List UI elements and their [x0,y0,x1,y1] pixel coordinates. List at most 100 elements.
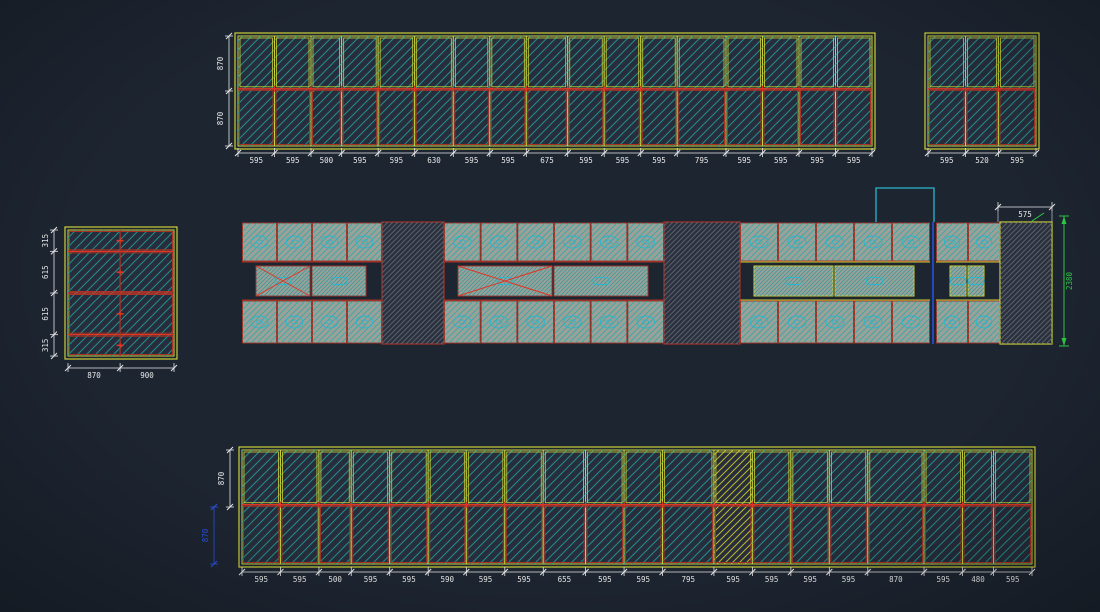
bottom-elevation: 595 595 500 595 595 590 595 595 655 595 595 795 595 5… [201,446,1036,584]
rect-shape [968,301,1000,343]
rect-shape [963,505,993,563]
dim-label: 795 [695,156,709,165]
rect-shape [605,89,640,146]
rect-shape [416,37,452,88]
rect-shape [467,505,504,563]
rect-shape [234,32,876,150]
rect-shape [311,36,342,146]
ellipse-shape [948,239,956,245]
dim-label: 595 [803,575,817,584]
line-shape [315,568,323,576]
line-shape [347,568,355,576]
line-shape [759,149,766,157]
rect-shape [753,505,790,563]
rect-shape [869,451,923,504]
ellipse-shape [526,315,545,329]
rect-shape [752,450,791,564]
ellipse-shape [642,319,650,325]
ellipse-shape [636,235,655,249]
rect-shape [428,450,467,564]
rect-shape [444,301,481,343]
rect-shape [790,450,830,564]
rect-shape [625,505,662,563]
line-shape [170,364,178,372]
dim-label: 595 [402,575,416,584]
rect-shape [454,37,489,88]
rect-shape [318,450,352,564]
dim-label: 595 [1006,575,1020,584]
line-shape [637,149,645,157]
rect-shape [276,37,310,88]
top-right-elevation: 595 520 595 [924,32,1040,165]
rect-shape [352,451,389,504]
ellipse-shape [599,235,619,249]
rect-shape [277,223,312,261]
line-shape [749,568,756,576]
dim-label: 595 [579,156,593,165]
line-shape [539,568,547,576]
rect-shape [490,89,526,146]
line-shape [990,568,997,576]
rect-shape [892,301,930,343]
dim-label: 595 [286,156,300,165]
rect-shape [587,451,623,504]
top-elevation: 595 595 500 595 595 630 595 595 675 595 595 595 795 5… [216,32,876,165]
dim-label: 615 [41,265,50,279]
line-shape [424,568,432,576]
rect-shape [740,301,778,343]
rect-shape [778,301,816,343]
dim-label: 480 [971,575,985,584]
rect-shape [999,89,1036,146]
dim-label: 595 [293,575,307,584]
rect-shape [544,505,585,563]
dim-label: 595 [598,575,612,584]
rect-shape [586,505,624,563]
line-shape [994,203,1002,211]
line-shape [564,149,572,157]
ellipse-shape [355,235,374,249]
dim-label: 615 [41,307,50,321]
ellipse-shape [256,319,263,325]
line-shape [50,226,58,234]
rect-shape [496,277,514,285]
dim-label: 870 [216,56,225,70]
dim-label: 595 [842,575,856,584]
dim-label: 870 [201,528,210,542]
rect-shape [678,89,725,146]
ellipse-shape [943,315,961,329]
rect-shape [605,37,640,88]
rect-shape [444,223,481,261]
rect-shape [429,451,465,504]
rect-shape [664,222,740,344]
rect-shape [567,36,605,146]
rect-shape [242,301,277,343]
line-shape [795,149,803,157]
rect-shape [277,301,312,343]
rect-shape [799,89,835,146]
rect-shape [624,450,663,564]
rect-shape [967,277,985,285]
rect-shape [726,89,762,146]
path-shape [1061,338,1067,346]
dim-label: 595 [847,156,861,165]
path-shape [1061,216,1067,224]
rect-shape [713,450,753,564]
ellipse-shape [458,319,466,325]
line-shape [255,265,311,297]
dim-label: 315 [41,234,50,248]
rect-shape [968,266,984,296]
rect-shape [778,223,816,261]
ellipse-shape [285,315,304,329]
dim-label: 595 [774,156,788,165]
ellipse-shape [291,239,298,245]
rect-shape [830,505,867,563]
ellipse-shape [636,315,655,329]
ellipse-shape [755,239,763,245]
line-shape [787,568,795,576]
line-shape [50,352,58,360]
dim-label: 595 [652,156,666,165]
ellipse-shape [495,319,503,325]
rect-shape [69,294,173,334]
rect-shape [929,37,964,88]
